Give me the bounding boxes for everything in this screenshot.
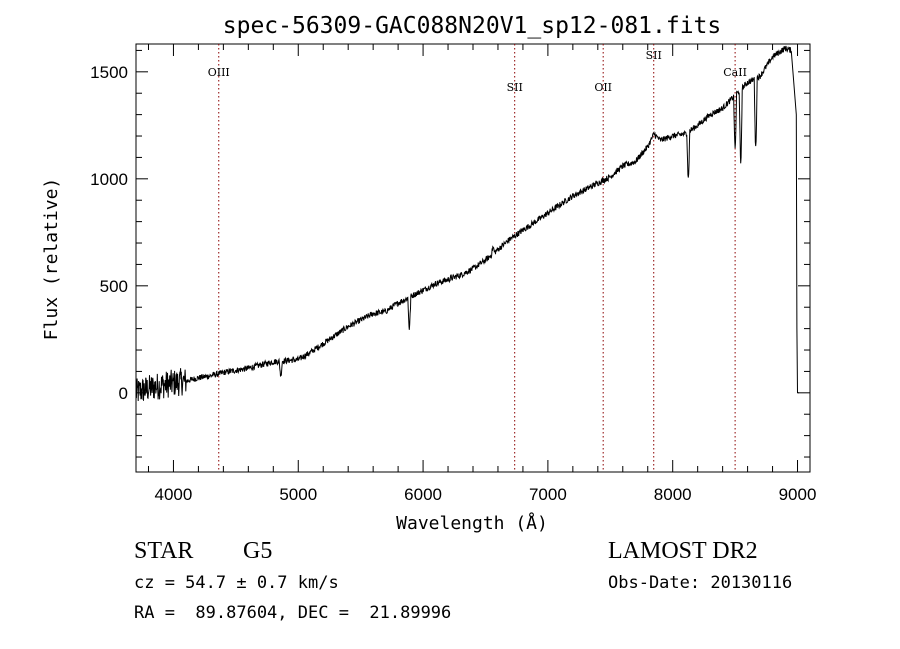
plot-frame (135, 43, 811, 473)
coordinates: RA = 89.87604, DEC = 21.89996 (134, 603, 452, 623)
x-tick-label: 6000 (404, 485, 442, 504)
y-axis-label: Flux (relative) (41, 178, 62, 341)
x-tick-label: 8000 (654, 485, 692, 504)
spectral-line-label: SII (646, 49, 662, 62)
y-tick-label: 0 (119, 384, 128, 403)
chart-title: spec-56309-GAC088N20V1_sp12-081.fits (223, 13, 722, 39)
x-tick-label: 5000 (279, 485, 317, 504)
spectral-line-label: CaII (723, 66, 747, 79)
obs-date: Obs-Date: 20130116 (608, 573, 793, 593)
spectral-line-label: OIII (208, 66, 230, 79)
x-axis-label: Wavelength (Å) (396, 512, 548, 534)
redshift-text: cz = 54.7 ± 0.7 km/s (134, 573, 339, 593)
y-tick-label: 500 (100, 277, 128, 296)
y-tick-label: 1500 (90, 63, 128, 82)
x-tick-label: 4000 (155, 485, 193, 504)
x-tick-label: 9000 (779, 485, 817, 504)
object-class: STAR (134, 538, 194, 564)
survey-label: LAMOST DR2 (608, 538, 758, 564)
spectral-line-label: OII (594, 81, 612, 94)
x-tick-label: 7000 (529, 485, 567, 504)
object-subclass: G5 (243, 538, 273, 564)
spectrum-line (135, 45, 799, 402)
y-tick-label: 1000 (90, 170, 128, 189)
spectral-line-label: SII (507, 81, 523, 94)
